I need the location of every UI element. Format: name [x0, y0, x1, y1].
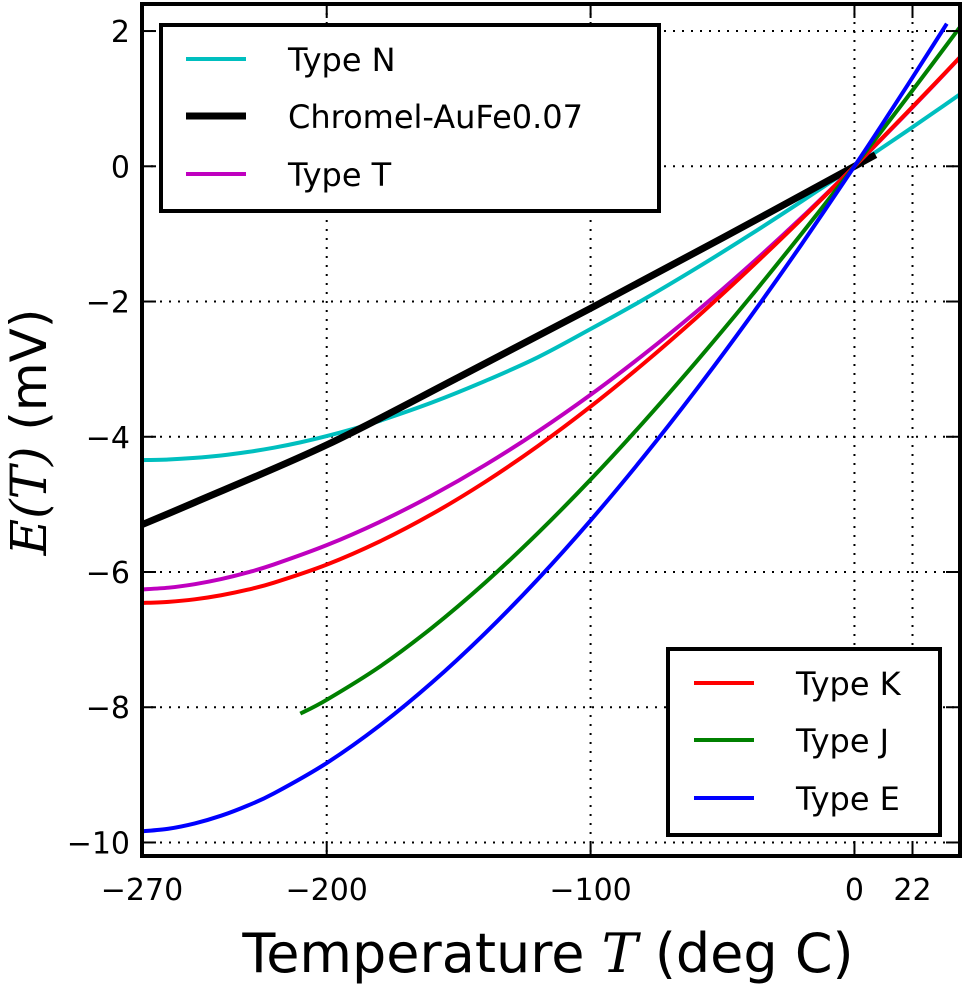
axis-ticks: −270 −200 −100 0 22 −10 −8 −6 −4 −2 0 2	[67, 4, 960, 908]
legend-top-left: Type N Chromel-AuFe0.07 Type T	[159, 23, 661, 213]
y-tick-label: 0	[111, 150, 130, 185]
x-axis-title-prefix: Temperature	[241, 922, 601, 984]
x-axis-title-suffix: (deg C)	[638, 922, 854, 984]
legend-bottom-right: Type K Type J Type E	[666, 647, 942, 837]
x-tick-label: −100	[549, 873, 631, 908]
x-axis-title: Temperature T (deg C)	[241, 922, 853, 984]
y-axis-title-symbol: E(T)	[0, 446, 58, 556]
y-tick-label: −6	[86, 556, 130, 591]
legend-label-type-j: Type J	[795, 722, 889, 760]
legend-label-chromel: Chromel-AuFe0.07	[288, 98, 583, 136]
x-tick-label: −200	[286, 873, 368, 908]
legend-label-type-e: Type E	[795, 780, 900, 818]
series-line-type-j	[299, 25, 960, 716]
series-line-type-k	[142, 55, 960, 605]
x-axis-title-symbol: T	[602, 922, 642, 984]
y-tick-label: −4	[86, 421, 130, 456]
series-line-type-e	[142, 22, 949, 834]
y-axis-title: E(T) (mV)	[0, 309, 58, 557]
y-tick-label: −8	[86, 691, 130, 726]
legend-label-type-n: Type N	[287, 41, 396, 79]
y-tick-label: 2	[111, 15, 130, 50]
x-tick-label: −270	[101, 873, 183, 908]
series-line-chromel-aufe0-07	[142, 151, 878, 528]
x-tick-label: 22	[893, 873, 931, 908]
y-tick-label: −10	[67, 826, 130, 861]
legend-label-type-k: Type K	[795, 665, 902, 703]
plot-frame	[140, 2, 962, 858]
x-tick-label: 0	[845, 873, 864, 908]
y-axis-title-suffix: (mV)	[0, 309, 58, 447]
series-lines	[142, 22, 960, 834]
legend-label-type-t: Type T	[287, 156, 392, 194]
y-tick-label: −2	[86, 286, 130, 321]
